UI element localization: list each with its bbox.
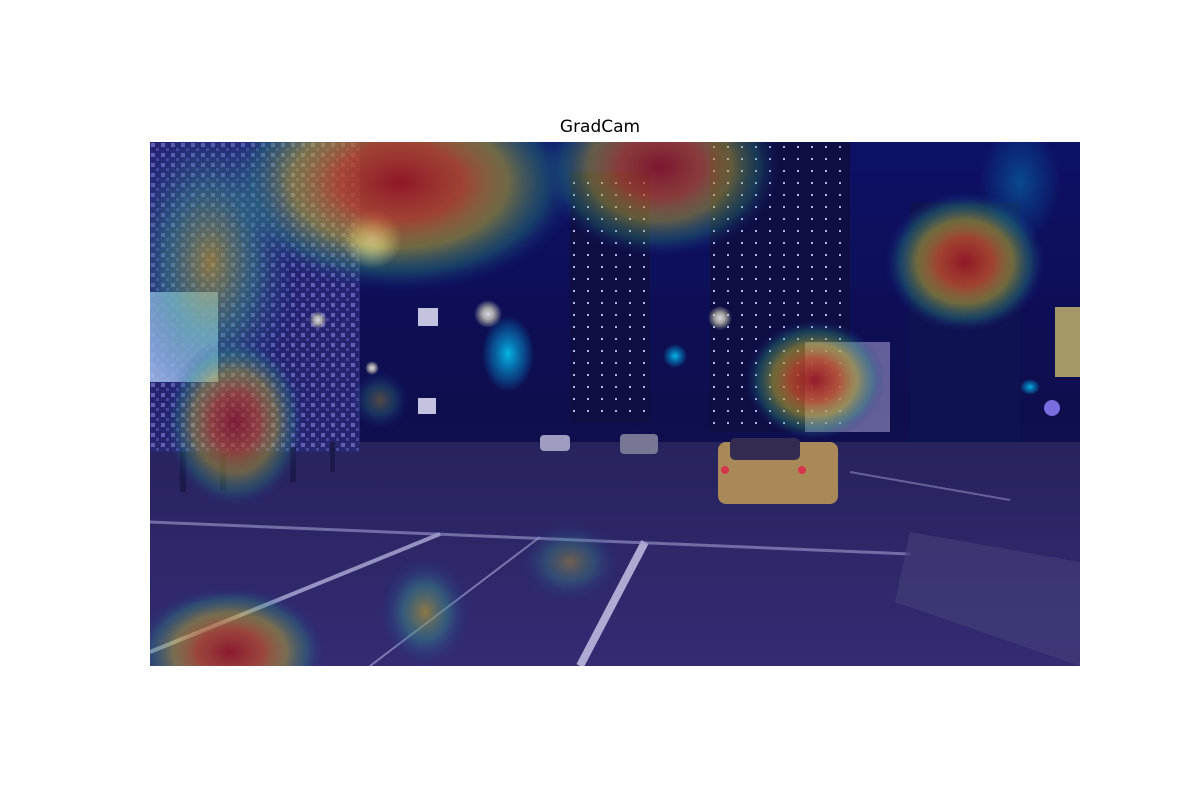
street-light-2 xyxy=(474,300,502,328)
street-light-3 xyxy=(708,306,732,330)
cool-wash xyxy=(150,142,1080,666)
heat-region-mid-left xyxy=(350,370,410,430)
cyan-glow-top-right xyxy=(980,142,1060,242)
distant-car-1 xyxy=(620,434,658,454)
cyan-glow-center xyxy=(482,316,534,392)
heat-hotspot-top-center xyxy=(540,142,780,257)
lane-line-right xyxy=(576,540,649,666)
heat-hotspot-storefront xyxy=(165,337,305,507)
heat-hotspot-top-left xyxy=(220,142,580,292)
cyan-glow-far-right xyxy=(1020,379,1040,395)
gradcam-image xyxy=(150,142,1080,666)
yellow-sign xyxy=(1055,307,1080,377)
heat-region-road xyxy=(520,522,620,602)
heatmap-overlay xyxy=(150,142,1080,666)
cyan-glow-right xyxy=(663,344,687,368)
violet-light xyxy=(1044,400,1060,416)
heat-hotspot-bottom-left xyxy=(150,587,325,666)
figure-title: GradCam xyxy=(559,117,641,137)
yellow-taxi xyxy=(718,438,838,504)
traffic-sign-2 xyxy=(418,398,436,414)
street-light-4 xyxy=(309,311,327,329)
far-lane-line xyxy=(849,471,1011,501)
heat-hotspot-building xyxy=(745,320,885,440)
right-barrier xyxy=(895,532,1080,666)
distant-car-2 xyxy=(540,435,570,451)
traffic-sign xyxy=(418,308,438,326)
heat-region-bottom-center xyxy=(380,557,470,666)
gradcam-overlay-svg xyxy=(150,142,1080,666)
